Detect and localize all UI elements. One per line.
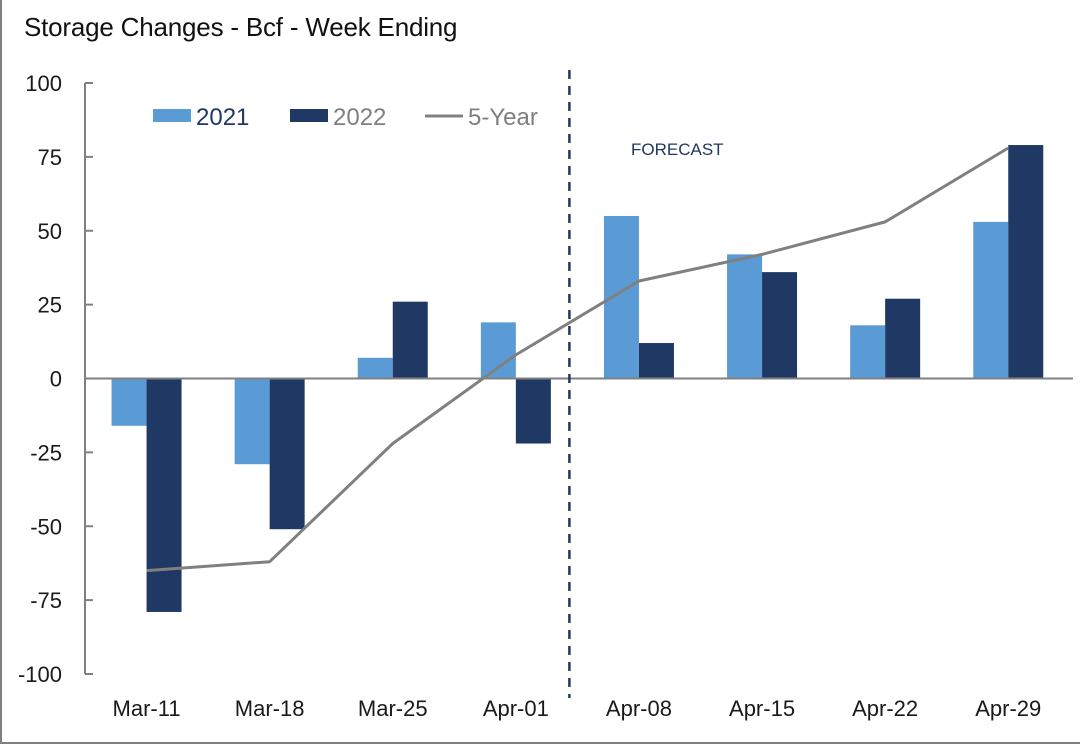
x-tick-label: Mar-25	[358, 696, 428, 721]
bar-2021-mar-18	[234, 378, 270, 465]
bar-2021-apr-15	[727, 254, 763, 379]
y-tick-label: 0	[50, 367, 62, 392]
bar-2022-apr-01	[515, 378, 551, 444]
y-tick-label: -75	[30, 588, 62, 613]
bar-2021-mar-25	[357, 357, 393, 379]
legend-label: 5-Year	[468, 104, 538, 131]
y-tick-label: -50	[30, 514, 62, 539]
y-axis: 100 75 50 25 0 -25 -50 -75 -100	[18, 71, 93, 687]
bar-2021-apr-22	[850, 325, 886, 379]
bar-2022-mar-25	[392, 301, 428, 379]
x-axis-labels: Mar-11 Mar-18 Mar-25 Apr-01 Apr-08 Apr-15 Apr-…	[113, 696, 1042, 721]
bars	[111, 145, 1044, 612]
forecast-annotation: FORECAST	[568, 70, 724, 698]
bar-2021-mar-11	[111, 378, 147, 426]
legend-label: 2021	[196, 104, 249, 131]
x-tick-label: Apr-01	[483, 696, 549, 721]
legend-swatch-2022	[290, 109, 328, 122]
x-tick-label: Apr-22	[852, 696, 918, 721]
y-tick-label: -25	[30, 440, 62, 465]
bar-2021-apr-01	[480, 322, 516, 379]
legend: 2021 2022 5-Year	[153, 104, 538, 131]
y-tick-label: -100	[18, 662, 62, 687]
y-tick-label: 25	[38, 293, 62, 318]
bar-2022-apr-22	[885, 298, 921, 379]
forecast-label: FORECAST	[631, 140, 724, 159]
y-tick-label: 100	[25, 71, 62, 96]
bar-2022-apr-08	[638, 343, 674, 379]
x-tick-label: Apr-29	[975, 696, 1041, 721]
y-tick-label: 75	[38, 145, 62, 170]
line-five-year	[146, 146, 1010, 573]
y-tick-label: 50	[38, 219, 62, 244]
x-tick-label: Mar-18	[235, 696, 305, 721]
chart-title: Storage Changes - Bcf - Week Ending	[24, 12, 458, 42]
legend-swatch-2021	[153, 109, 191, 122]
five-year-line	[146, 146, 1010, 573]
legend-label: 2022	[333, 104, 386, 131]
x-tick-label: Apr-08	[606, 696, 672, 721]
bar-2021-apr-29	[973, 221, 1009, 379]
x-tick-label: Mar-11	[113, 696, 181, 721]
bar-2022-mar-11	[146, 378, 182, 612]
bar-2022-apr-29	[1008, 145, 1044, 379]
bar-2022-apr-15	[762, 272, 798, 379]
x-tick-label: Apr-15	[729, 696, 795, 721]
bar-2022-mar-18	[269, 378, 305, 530]
